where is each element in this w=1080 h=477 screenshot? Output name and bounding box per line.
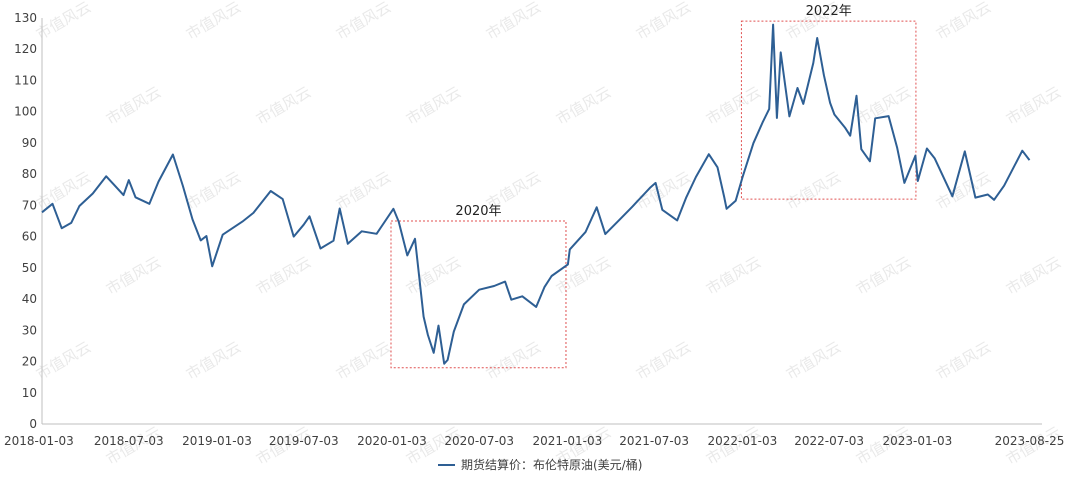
y-tick-label: 50 <box>22 261 37 275</box>
watermark-text: 市值风云 <box>333 0 394 43</box>
y-tick-label: 10 <box>22 386 37 400</box>
y-tick-label: 80 <box>22 167 37 181</box>
axes: 0 10 20 30 40 50 60 70 80 90 100 110 120 130 2018-01-… <box>4 11 1064 448</box>
legend-label: 期货结算价：布伦特原油(美元/桶) <box>461 457 642 472</box>
watermark-text: 市值风云 <box>183 168 244 214</box>
watermark-text: 市值风云 <box>633 338 694 384</box>
watermark-text: 市值风云 <box>853 253 914 299</box>
x-tick-label: 2023-08-25 <box>995 434 1065 448</box>
x-tick-label: 2020-07-03 <box>444 434 514 448</box>
y-tick-label: 40 <box>22 292 37 306</box>
y-tick-label: 90 <box>22 136 37 150</box>
watermark-text: 市值风云 <box>103 253 164 299</box>
y-tick-label: 110 <box>14 73 37 87</box>
y-tick-label: 20 <box>22 355 37 369</box>
x-tick-label: 2018-07-03 <box>94 434 164 448</box>
watermark-text: 市值风云 <box>853 83 914 129</box>
y-ticks: 0 10 20 30 40 50 60 70 80 90 100 110 120 130 <box>14 11 37 431</box>
y-tick-label: 100 <box>14 105 37 119</box>
watermark-text: 市值风云 <box>933 0 994 43</box>
watermark-text: 市值风云 <box>633 168 694 214</box>
x-tick-label: 2022-01-03 <box>708 434 778 448</box>
watermark-text: 市值风云 <box>183 0 244 43</box>
watermark-text: 市值风云 <box>783 168 844 214</box>
watermark-text: 市值风云 <box>783 338 844 384</box>
watermark-text: 市值风云 <box>1003 83 1064 129</box>
y-tick-label: 70 <box>22 198 37 212</box>
x-tick-label: 2021-01-03 <box>533 434 603 448</box>
watermark-text: 市值风云 <box>933 338 994 384</box>
y-tick-label: 0 <box>29 417 37 431</box>
watermark-text: 市值风云 <box>703 83 764 129</box>
x-tick-label: 2020-01-03 <box>357 434 427 448</box>
series-line-brent <box>41 23 1031 365</box>
legend: 期货结算价：布伦特原油(美元/桶) <box>438 457 642 472</box>
watermark-text: 市值风云 <box>403 83 464 129</box>
watermark-text: 市值风云 <box>553 83 614 129</box>
annotation-box <box>740 20 917 200</box>
watermark-text: 市值风云 <box>483 338 544 384</box>
watermark-text: 市值风云 <box>553 253 614 299</box>
x-tick-label: 2023-01-03 <box>882 434 952 448</box>
x-ticks: 2018-01-03 2018-07-03 2019-01-03 2019-07-03… <box>4 434 1064 448</box>
x-tick-label: 2018-01-03 <box>4 434 74 448</box>
x-tick-label: 2021-07-03 <box>619 434 689 448</box>
y-tick-label: 120 <box>14 42 37 56</box>
watermark-text: 市值风云 <box>483 0 544 43</box>
watermark-text: 市值风云 <box>703 253 764 299</box>
watermark-text: 市值风云 <box>403 253 464 299</box>
watermark-text: 市值风云 <box>253 253 314 299</box>
watermark-text: 市值风云 <box>183 338 244 384</box>
x-tick-label: 2019-01-03 <box>182 434 252 448</box>
annotations: 2020年 2022年 <box>390 4 917 369</box>
annotation-box <box>390 220 567 369</box>
watermark-text: 市值风云 <box>633 0 694 43</box>
watermark-text: 市值风云 <box>253 83 314 129</box>
watermark-text: 市值风云 <box>1003 253 1064 299</box>
x-tick-label: 2022-07-03 <box>794 434 864 448</box>
watermark-text: 市值风云 <box>333 338 394 384</box>
y-tick-label: 130 <box>14 11 37 25</box>
y-tick-label: 60 <box>22 230 37 244</box>
watermark-text: 市值风云 <box>333 168 394 214</box>
y-tick-label: 30 <box>22 323 37 337</box>
annotation-label: 2020年 <box>455 204 501 219</box>
x-tick-label: 2019-07-03 <box>269 434 339 448</box>
watermark-text: 市值风云 <box>103 83 164 129</box>
annotation-label: 2022年 <box>806 4 852 19</box>
